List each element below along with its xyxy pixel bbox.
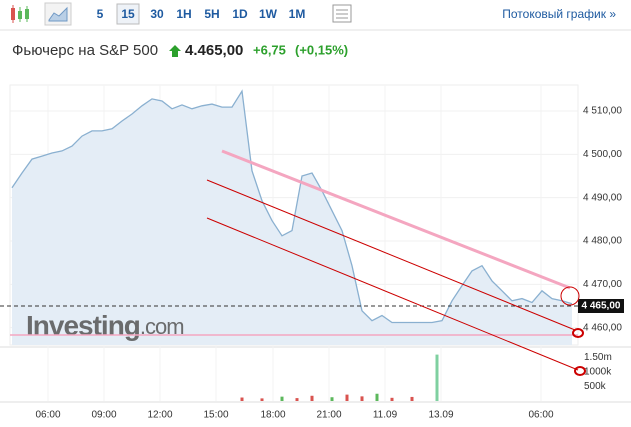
circle-mark: [574, 366, 586, 376]
trend-line: [206, 179, 576, 331]
x-tick-label: 06:00: [35, 410, 60, 421]
y-tick-label: 4 480,00: [583, 236, 622, 247]
watermark: Investing.com: [26, 310, 184, 341]
layout-icon[interactable]: [332, 4, 352, 23]
volume-bar: [280, 396, 284, 401]
stream-link[interactable]: Потоковый график »: [502, 7, 616, 21]
trend-line: [221, 149, 571, 290]
drawings: [10, 149, 586, 376]
up-arrow: [169, 45, 181, 57]
volume-bar: [295, 398, 299, 401]
y-tick-label: 4 470,00: [583, 279, 622, 290]
instrument-title: Фьючерс на S&P 500: [12, 42, 158, 59]
volume-bar: [435, 354, 439, 401]
interval-button[interactable]: 30: [150, 7, 164, 21]
x-tick-label: 21:00: [316, 410, 341, 421]
volume-bar: [390, 397, 394, 401]
circle-mark: [572, 328, 584, 338]
x-tick-label: 12:00: [147, 410, 172, 421]
toolbar: Потоковый график »: [11, 2, 616, 26]
circle-mark: [560, 286, 580, 306]
price: 4.465,00: [185, 42, 243, 59]
volume-tick-label: 1.50m: [584, 352, 612, 363]
change: +6,75: [253, 42, 286, 57]
y-tick-label: 4 460,00: [583, 322, 622, 333]
volume-tick-label: 1000k: [584, 367, 612, 378]
interval-button[interactable]: 15: [121, 7, 135, 21]
volume-bar: [360, 396, 364, 401]
x-tick-label: 09:00: [91, 410, 116, 421]
area-icon[interactable]: [44, 2, 72, 26]
x-tick-label: 13.09: [428, 410, 453, 421]
watermark-name: Investing: [26, 310, 140, 341]
last-price-label: 4 465,00: [582, 301, 621, 312]
interval-button[interactable]: 1H: [176, 7, 191, 21]
volume-bar: [330, 397, 334, 401]
change-percent: (+0,15%): [295, 42, 348, 57]
x-tick-label: 06:00: [528, 410, 553, 421]
last-price-box: [578, 299, 624, 313]
interval-button[interactable]: 5H: [204, 7, 219, 21]
x-tick-label: 11.09: [373, 410, 398, 421]
x-tick-label: 15:00: [203, 410, 228, 421]
price-line: [11, 89, 573, 324]
y-tick-label: 4 510,00: [583, 106, 622, 117]
volume-tick-label: 500k: [584, 381, 607, 392]
x-tick-label: 18:00: [260, 410, 285, 421]
interval-button[interactable]: 1W: [259, 7, 278, 21]
volume-bar: [240, 397, 244, 401]
volume-bar: [410, 396, 414, 401]
interval-button[interactable]: 1M: [289, 7, 306, 21]
volume-bar: [345, 394, 349, 401]
trend-line: [206, 217, 579, 371]
candles-icon[interactable]: [11, 5, 29, 23]
area-fill: [12, 91, 572, 345]
volume-bar: [260, 398, 264, 401]
volume-bar: [375, 393, 379, 401]
interval-button[interactable]: 1D: [232, 7, 248, 21]
selected-interval: [116, 3, 140, 25]
y-tick-label: 4 500,00: [583, 149, 622, 160]
volume-bar: [310, 395, 314, 401]
y-tick-label: 4 490,00: [583, 192, 622, 203]
interval-button[interactable]: 5: [97, 7, 104, 21]
plot: 4 510,00 4 500,00 4 490,00 4 480,00 4 470,00…: [0, 84, 631, 421]
